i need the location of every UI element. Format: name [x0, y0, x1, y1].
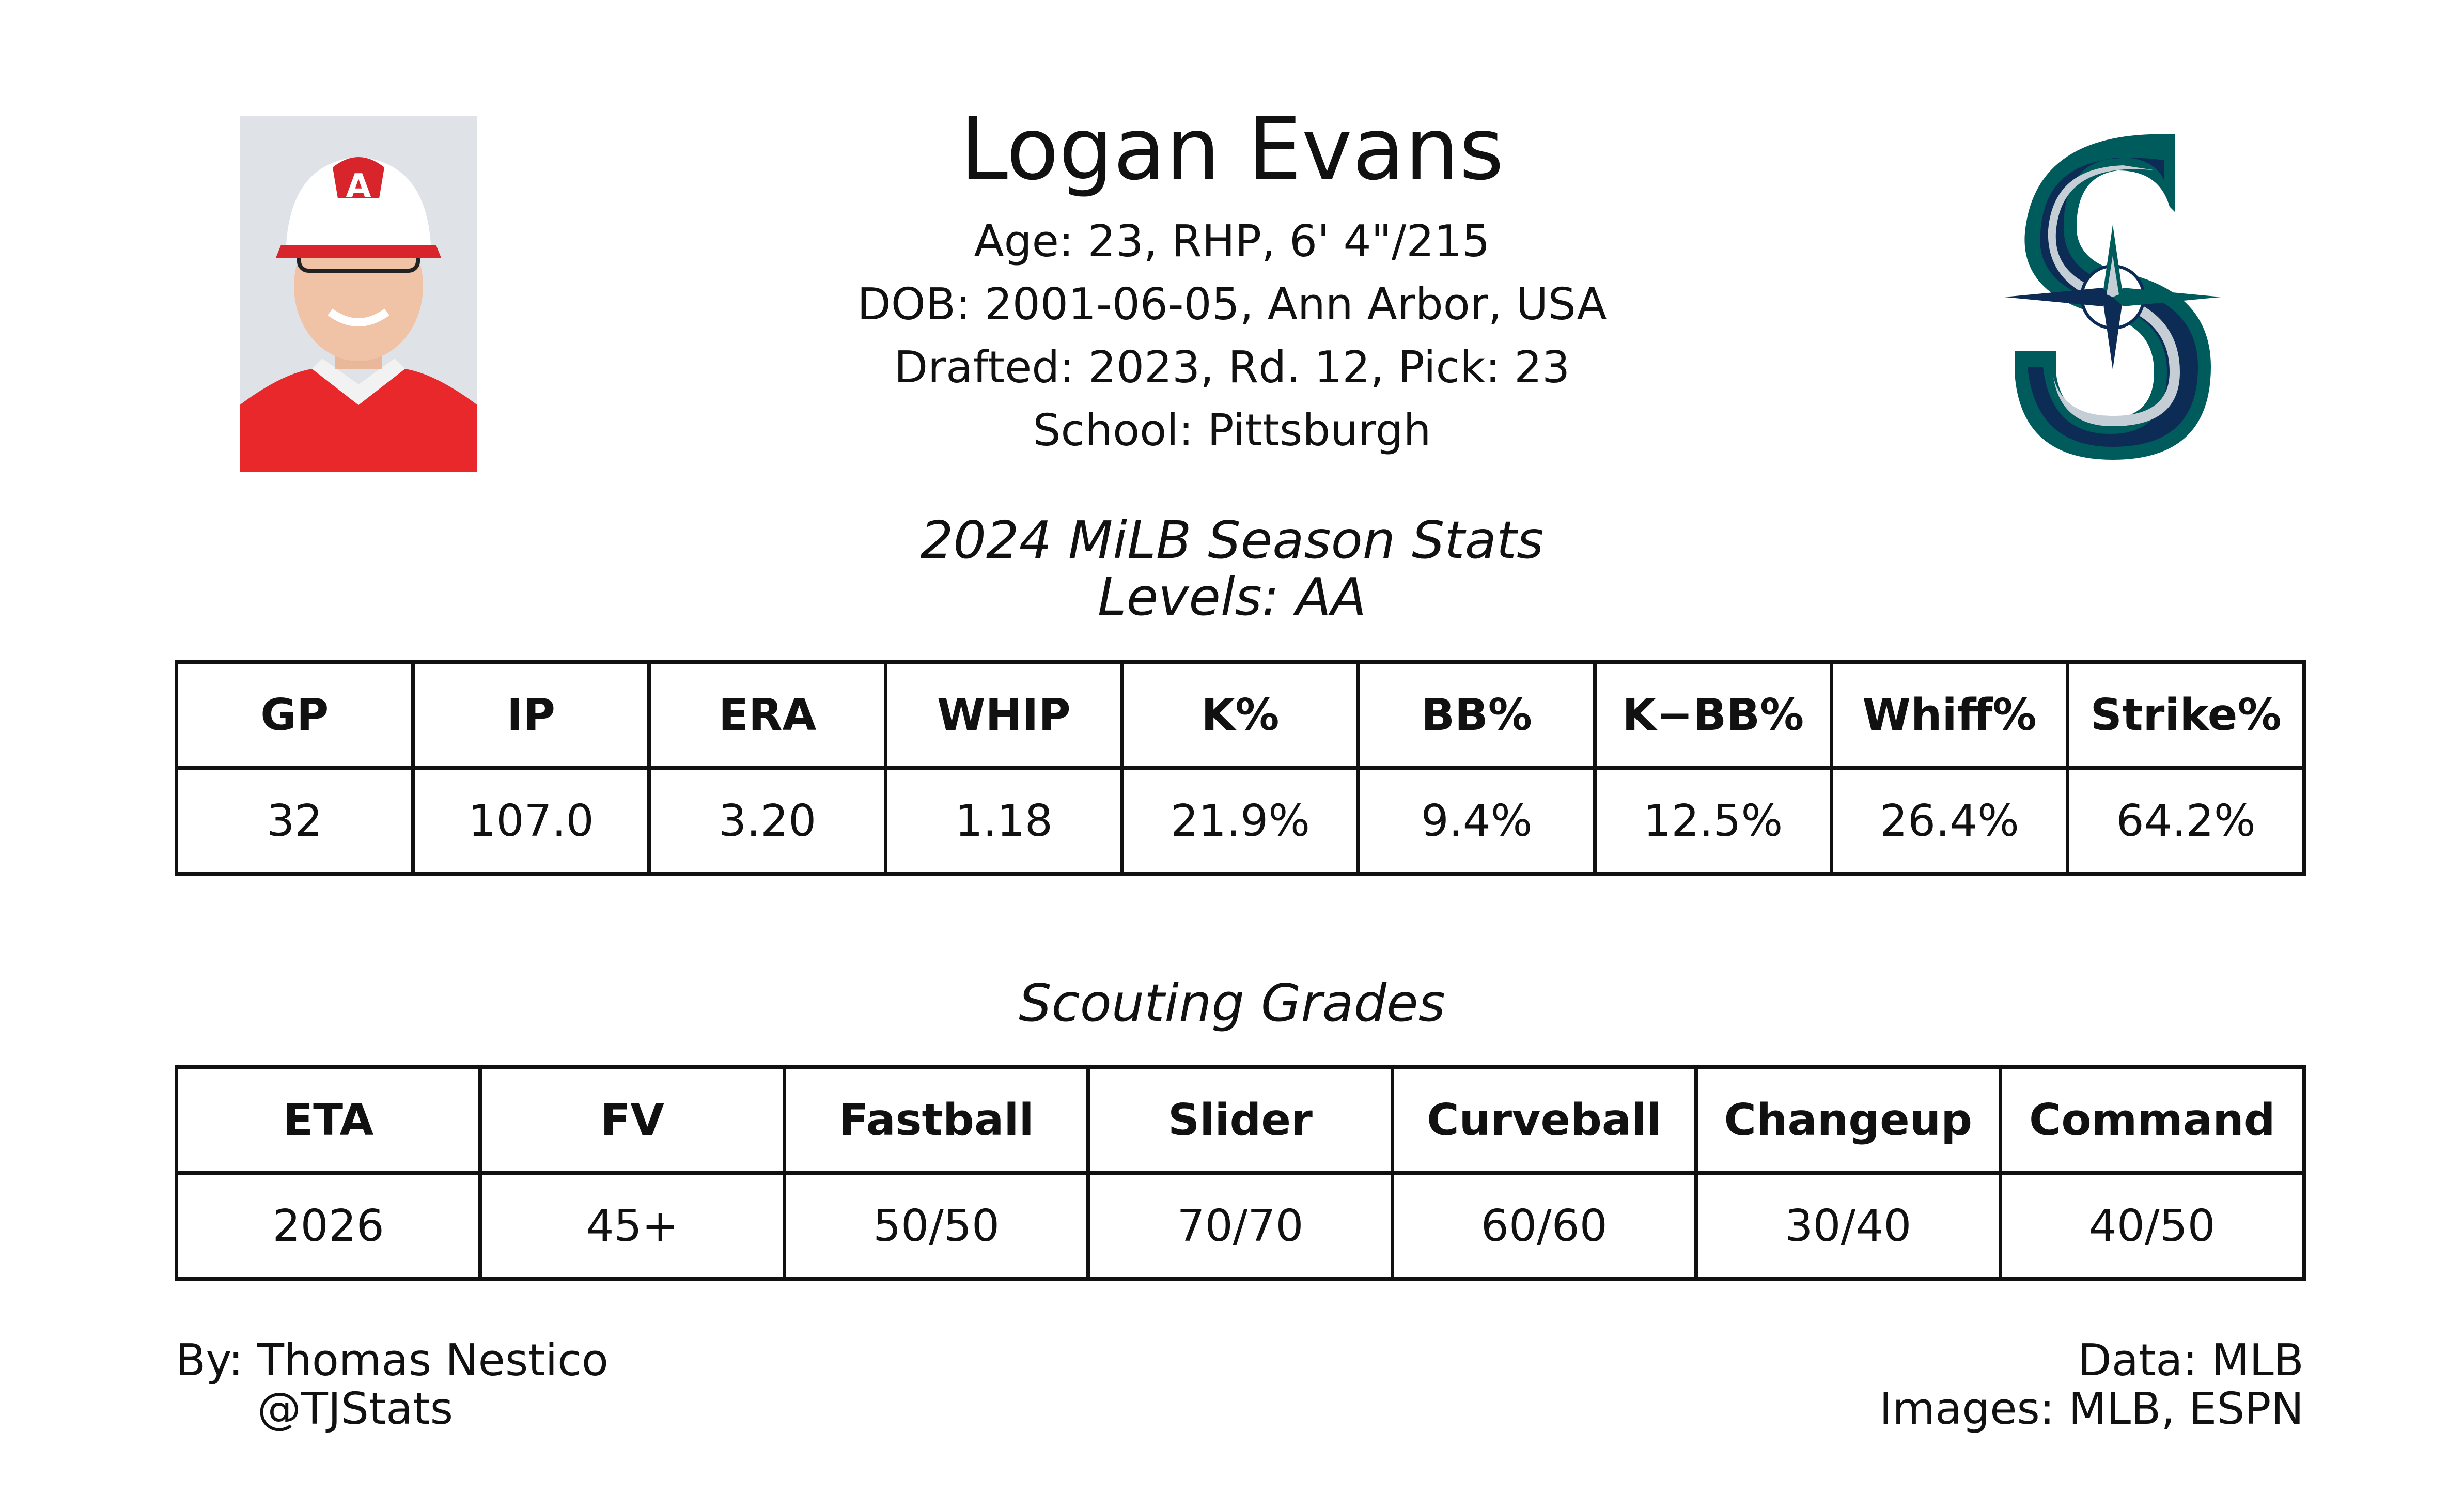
- grades-value-changeup: 30/40: [1694, 1171, 2002, 1281]
- player-school: School: Pittsburgh: [1033, 405, 1431, 456]
- grades-header-curveball: Curveball: [1390, 1065, 1698, 1175]
- grades-value-slider: 70/70: [1086, 1171, 1394, 1281]
- table-header-row: GP IP ERA WHIP K% BB% K−BB% Whiff% Strik…: [175, 660, 2306, 770]
- stats-header-k-pct: K%: [1120, 660, 1361, 770]
- player-age-position-size: Age: 23, RHP, 6' 4"/215: [974, 216, 1490, 267]
- headshot-image: A: [240, 116, 477, 472]
- scouting-grades-table: ETA FV Fastball Slider Curveball Changeu…: [174, 1065, 2306, 1281]
- scouting-grades-title: Scouting Grades: [1019, 973, 1445, 1033]
- grades-header-fv: FV: [478, 1065, 786, 1175]
- svg-text:A: A: [346, 167, 371, 206]
- stats-header-era: ERA: [647, 660, 887, 770]
- stats-header-ip: IP: [411, 660, 651, 770]
- stats-header-k-bb-pct: K−BB%: [1593, 660, 1833, 770]
- season-stats-table: GP IP ERA WHIP K% BB% K−BB% Whiff% Strik…: [175, 660, 2306, 876]
- stats-value-k-pct: 21.9%: [1120, 766, 1361, 876]
- team-logo-icon: [2004, 129, 2221, 460]
- grades-header-slider: Slider: [1086, 1065, 1394, 1175]
- data-source-credit: Data: MLB: [2078, 1335, 2304, 1386]
- season-stats-title: 2024 MiLB Season Stats: [920, 510, 1544, 570]
- grades-value-eta: 2026: [174, 1171, 482, 1281]
- stats-header-whiff-pct: Whiff%: [1829, 660, 2070, 770]
- stats-value-ip: 107.0: [411, 766, 651, 876]
- grades-value-curveball: 60/60: [1390, 1171, 1698, 1281]
- grades-header-eta: ETA: [174, 1065, 482, 1175]
- stats-value-gp: 32: [175, 766, 415, 876]
- grades-value-command: 40/50: [1998, 1171, 2306, 1281]
- stats-header-bb-pct: BB%: [1356, 660, 1597, 770]
- image-source-credit: Images: MLB, ESPN: [1879, 1383, 2304, 1435]
- table-row: 2026 45+ 50/50 70/70 60/60 30/40 40/50: [174, 1171, 2306, 1281]
- player-dob-birthplace: DOB: 2001-06-05, Ann Arbor, USA: [857, 279, 1607, 330]
- author-credit: By: Thomas Nestico: [176, 1335, 609, 1386]
- stats-value-era: 3.20: [647, 766, 887, 876]
- stats-header-strike-pct: Strike%: [2066, 660, 2306, 770]
- stats-value-strike-pct: 64.2%: [2066, 766, 2306, 876]
- grades-header-changeup: Changeup: [1694, 1065, 2002, 1175]
- table-row: 32 107.0 3.20 1.18 21.9% 9.4% 12.5% 26.4…: [175, 766, 2306, 876]
- mariners-logo-icon: [2004, 134, 2221, 460]
- grades-header-command: Command: [1998, 1065, 2306, 1175]
- stats-value-whiff-pct: 26.4%: [1829, 766, 2070, 876]
- stats-value-bb-pct: 9.4%: [1356, 766, 1597, 876]
- stats-value-k-bb-pct: 12.5%: [1593, 766, 1833, 876]
- grades-value-fastball: 50/50: [782, 1171, 1090, 1281]
- stats-header-gp: GP: [175, 660, 415, 770]
- grades-header-fastball: Fastball: [782, 1065, 1090, 1175]
- grades-value-fv: 45+: [478, 1171, 786, 1281]
- author-handle: @TJStats: [257, 1383, 453, 1435]
- table-header-row: ETA FV Fastball Slider Curveball Changeu…: [174, 1065, 2306, 1175]
- player-headshot: A: [240, 116, 477, 472]
- player-name: Logan Evans: [960, 100, 1504, 199]
- stats-header-whip: WHIP: [883, 660, 1124, 770]
- season-stats-levels: Levels: AA: [1097, 567, 1367, 627]
- stats-value-whip: 1.18: [883, 766, 1124, 876]
- player-draft-info: Drafted: 2023, Rd. 12, Pick: 23: [894, 342, 1570, 393]
